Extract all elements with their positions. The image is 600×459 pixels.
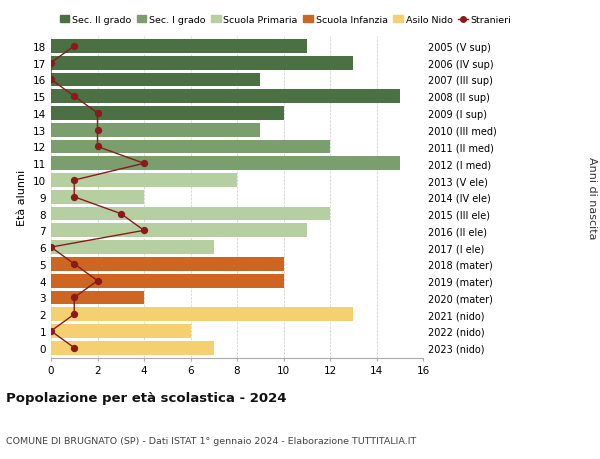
Y-axis label: Età alunni: Età alunni bbox=[17, 169, 28, 225]
Point bbox=[46, 328, 56, 335]
Point bbox=[93, 277, 103, 285]
Text: Anni di nascita: Anni di nascita bbox=[587, 156, 597, 239]
Bar bbox=[51, 123, 260, 137]
Bar bbox=[51, 107, 284, 121]
Bar bbox=[51, 73, 260, 87]
Bar bbox=[51, 274, 284, 288]
Point bbox=[46, 244, 56, 251]
Point bbox=[93, 144, 103, 151]
Text: Popolazione per età scolastica - 2024: Popolazione per età scolastica - 2024 bbox=[6, 391, 287, 404]
Bar bbox=[51, 341, 214, 355]
Point bbox=[70, 177, 79, 185]
Bar bbox=[51, 157, 400, 171]
Point bbox=[139, 227, 149, 235]
Point bbox=[139, 160, 149, 168]
Point bbox=[46, 60, 56, 67]
Point bbox=[70, 294, 79, 302]
Bar bbox=[51, 56, 353, 70]
Bar bbox=[51, 325, 191, 338]
Text: COMUNE DI BRUGNATO (SP) - Dati ISTAT 1° gennaio 2024 - Elaborazione TUTTITALIA.I: COMUNE DI BRUGNATO (SP) - Dati ISTAT 1° … bbox=[6, 436, 416, 445]
Bar bbox=[51, 90, 400, 104]
Point bbox=[70, 194, 79, 201]
Point bbox=[93, 127, 103, 134]
Point bbox=[70, 261, 79, 268]
Bar bbox=[51, 308, 353, 321]
Bar bbox=[51, 257, 284, 271]
Bar bbox=[51, 190, 144, 204]
Bar bbox=[51, 291, 144, 305]
Bar bbox=[51, 174, 237, 187]
Bar bbox=[51, 224, 307, 238]
Point bbox=[116, 210, 125, 218]
Point bbox=[70, 311, 79, 318]
Point bbox=[70, 93, 79, 101]
Point bbox=[70, 43, 79, 50]
Point bbox=[93, 110, 103, 118]
Point bbox=[46, 77, 56, 84]
Bar bbox=[51, 207, 330, 221]
Bar bbox=[51, 140, 330, 154]
Point bbox=[70, 344, 79, 352]
Legend: Sec. II grado, Sec. I grado, Scuola Primaria, Scuola Infanzia, Asilo Nido, Stran: Sec. II grado, Sec. I grado, Scuola Prim… bbox=[56, 12, 515, 29]
Bar bbox=[51, 241, 214, 254]
Bar bbox=[51, 40, 307, 54]
